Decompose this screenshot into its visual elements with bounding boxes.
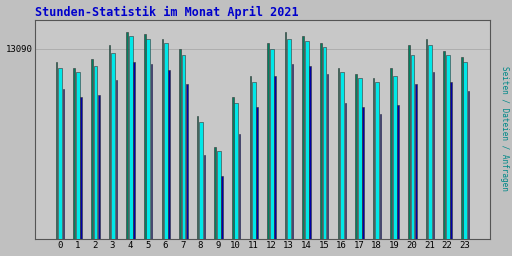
Bar <box>98 95 99 239</box>
Bar <box>133 61 135 239</box>
Bar <box>63 89 65 239</box>
Bar <box>250 76 251 239</box>
Bar <box>270 49 273 239</box>
Bar <box>320 43 322 239</box>
Bar <box>151 63 153 239</box>
Bar <box>391 68 392 239</box>
Bar <box>327 74 329 239</box>
Bar <box>179 49 181 239</box>
Bar <box>111 53 115 239</box>
Bar <box>204 155 205 239</box>
Bar <box>129 37 133 239</box>
Bar <box>182 55 185 239</box>
Bar <box>164 43 168 239</box>
Bar <box>252 82 256 239</box>
Bar <box>393 76 397 239</box>
Bar <box>340 72 344 239</box>
Text: Seiten / Dateien / Anfragen: Seiten / Dateien / Anfragen <box>500 66 509 190</box>
Bar <box>373 78 374 239</box>
Bar <box>76 72 80 239</box>
Bar <box>109 45 110 239</box>
Bar <box>257 107 258 239</box>
Bar <box>408 45 410 239</box>
Bar <box>274 76 275 239</box>
Bar <box>58 68 62 239</box>
Text: Stunden-Statistik im Monat April 2021: Stunden-Statistik im Monat April 2021 <box>35 6 299 19</box>
Bar <box>411 55 414 239</box>
Bar <box>358 78 361 239</box>
Bar <box>199 122 203 239</box>
Bar <box>443 51 445 239</box>
Bar <box>287 39 291 239</box>
Bar <box>380 114 381 239</box>
Bar <box>303 37 304 239</box>
Bar <box>91 59 93 239</box>
Bar <box>461 57 462 239</box>
Bar <box>80 97 82 239</box>
Bar <box>433 72 434 239</box>
Bar <box>144 34 145 239</box>
Bar <box>94 66 97 239</box>
Bar <box>221 176 223 239</box>
Bar <box>468 91 470 239</box>
Bar <box>345 103 346 239</box>
Bar <box>362 107 364 239</box>
Bar <box>463 61 467 239</box>
Bar <box>292 63 293 239</box>
Bar <box>450 82 452 239</box>
Bar <box>285 32 286 239</box>
Bar <box>186 84 187 239</box>
Bar <box>239 134 241 239</box>
Bar <box>355 74 357 239</box>
Bar <box>146 39 151 239</box>
Bar <box>234 103 238 239</box>
Bar <box>375 82 379 239</box>
Bar <box>215 147 216 239</box>
Bar <box>162 39 163 239</box>
Bar <box>425 39 428 239</box>
Bar <box>309 66 311 239</box>
Bar <box>116 80 117 239</box>
Bar <box>56 61 57 239</box>
Bar <box>74 68 75 239</box>
Bar <box>397 105 399 239</box>
Bar <box>267 43 269 239</box>
Bar <box>337 68 339 239</box>
Bar <box>168 70 170 239</box>
Bar <box>428 45 432 239</box>
Bar <box>446 55 450 239</box>
Bar <box>232 97 233 239</box>
Bar <box>305 41 309 239</box>
Bar <box>126 32 128 239</box>
Bar <box>415 84 417 239</box>
Bar <box>323 47 326 239</box>
Bar <box>217 151 221 239</box>
Bar <box>197 116 198 239</box>
